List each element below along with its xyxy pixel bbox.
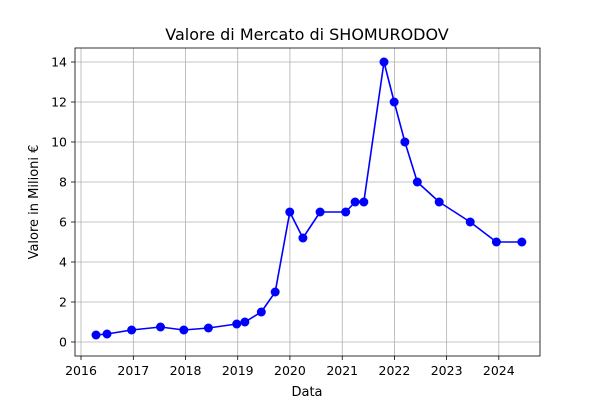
y-tick-label: 4 (59, 255, 67, 270)
data-point (156, 322, 166, 332)
data-point (127, 325, 137, 335)
data-point (270, 287, 280, 297)
plot-frame (74, 47, 541, 357)
x-tick-label: 2017 (117, 363, 149, 378)
chart-title: Valore di Mercato di SHOMURODOV (165, 25, 449, 44)
y-tick-label: 12 (51, 95, 67, 110)
y-tick-label: 2 (59, 295, 67, 310)
grid (75, 48, 540, 356)
data-point (240, 317, 250, 327)
data-point (350, 197, 360, 207)
series-line (95, 61, 522, 336)
x-axis-label: Data (291, 385, 322, 400)
data-point (389, 97, 399, 107)
data-point (517, 237, 527, 247)
x-tick-label: 2018 (170, 363, 202, 378)
data-point (400, 137, 410, 147)
data-point (465, 217, 475, 227)
data-point (491, 237, 501, 247)
axis-ticks: 2016 2017 2018 2019 2020 2021 2022 2023 2024 0 2 4 6… (51, 55, 515, 379)
x-tick-label: 2016 (65, 363, 97, 378)
x-tick-label: 2021 (326, 363, 358, 378)
data-point (434, 197, 444, 207)
data-point (315, 207, 325, 217)
x-tick-label: 2022 (379, 363, 411, 378)
x-tick-label: 2023 (431, 363, 463, 378)
data-point (298, 233, 308, 243)
data-point (91, 330, 101, 340)
data-points (91, 57, 527, 340)
data-point (256, 307, 266, 317)
data-point (102, 329, 112, 339)
series-line-layer (95, 61, 522, 336)
data-point (359, 197, 369, 207)
y-tick-label: 0 (59, 335, 67, 350)
data-point (285, 207, 295, 217)
data-point (179, 325, 189, 335)
data-point (379, 57, 389, 67)
y-tick-label: 14 (51, 55, 67, 70)
data-point (341, 207, 351, 217)
x-tick-label: 2020 (274, 363, 306, 378)
y-tick-label: 6 (59, 215, 67, 230)
y-tick-label: 8 (59, 175, 67, 190)
y-tick-label: 10 (51, 135, 67, 150)
data-point (412, 177, 422, 187)
data-point (232, 319, 242, 329)
data-point (203, 323, 213, 333)
x-tick-label: 2024 (483, 363, 515, 378)
x-tick-label: 2019 (222, 363, 254, 378)
y-axis-label: Valore in Milioni € (27, 145, 42, 260)
